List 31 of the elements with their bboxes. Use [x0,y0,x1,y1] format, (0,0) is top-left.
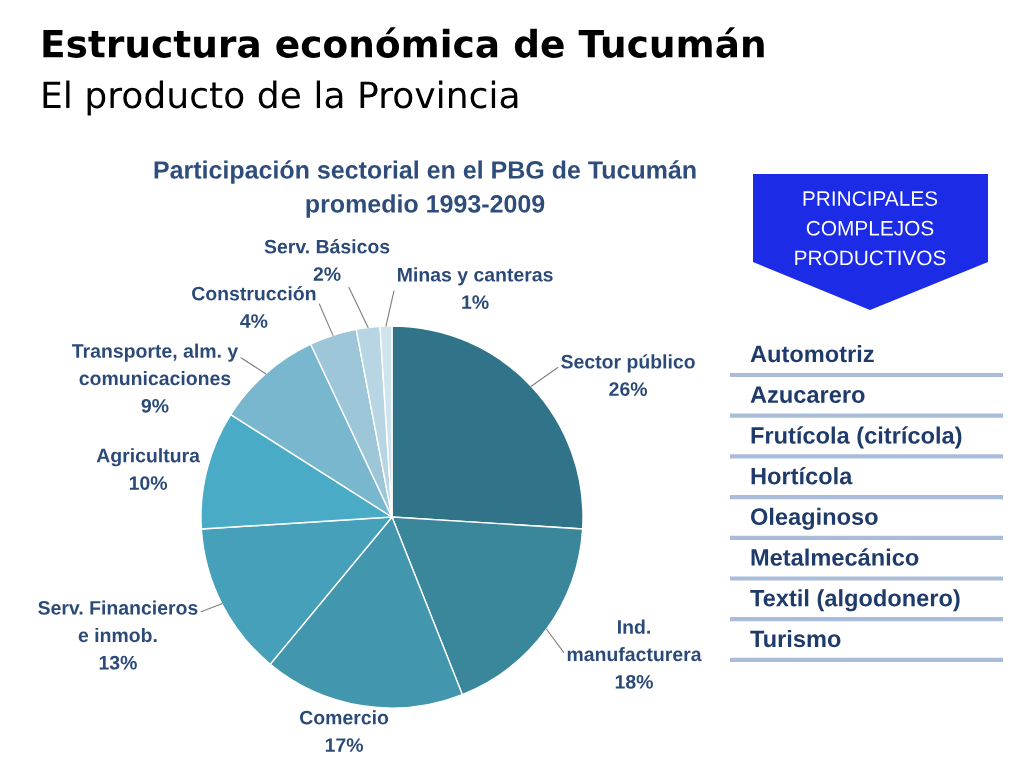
text: El producto de la Provincia [43,80,518,116]
text: Estructura económica de Tucumán [43,27,764,58]
text: Hortícola [751,466,853,485]
slice-label: Serv. Básicos [264,239,390,254]
text: PRINCIPALES COMPLEJOS PRODUCTIVOS [795,191,946,266]
text: Azucarero [750,386,865,404]
data-label: 26% [609,382,648,397]
chart-subtitle: promedio 1993-2009 [306,194,545,218]
data-label: 13% [99,655,137,670]
text: Frutícola (citrícola) [751,426,962,449]
chart-title: Participación sectorial en el PBG de Tucumán [154,160,696,184]
text: Textil (algodonero) [750,589,960,612]
slice-label: Agricultura [96,448,201,467]
slice-label: Ind. manufacturera [567,619,702,662]
text: Metalmecánico [751,548,919,566]
data-label: 9% [141,398,169,413]
slice-label: Comercio [300,710,389,725]
data-label: 17% [325,738,364,752]
slice-label: Transporte, alm. y comunicaciones [71,343,239,386]
slice-label: Minas y canteras [398,267,553,286]
data-label: 18% [615,674,653,689]
slice-label: Serv. Financieros e inmob. [38,600,198,643]
data-label: 1% [462,295,489,309]
slice-label: Sector público [561,354,695,373]
slice-label: Construcción [192,286,316,301]
text: Oleaginoso [750,507,878,530]
data-label: 2% [313,267,341,281]
data-label: 10% [129,476,168,490]
text: Automotriz [750,344,874,363]
text: Turismo [750,629,841,648]
data-label: 4% [240,314,268,328]
